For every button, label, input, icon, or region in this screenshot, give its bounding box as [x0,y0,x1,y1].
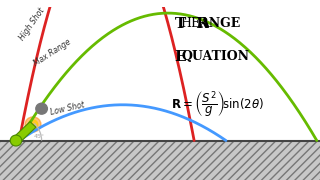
Text: E: E [174,50,186,64]
Text: 45°: 45° [34,134,44,139]
Text: T: T [174,17,186,31]
Text: Low Shot: Low Shot [50,100,86,117]
Circle shape [10,135,22,146]
Circle shape [25,117,41,132]
Circle shape [28,120,38,129]
Text: QUATION: QUATION [181,50,249,63]
Text: R: R [191,17,209,31]
Text: Max Range: Max Range [32,37,73,68]
Bar [0,141,320,180]
Text: $\mathbf{R} = \left(\dfrac{S^2}{g}\right)\!\sin(2\theta)$: $\mathbf{R} = \left(\dfrac{S^2}{g}\right… [171,90,264,120]
Text: High Shot: High Shot [18,7,46,42]
Polygon shape [13,122,36,143]
Text: HE: HE [180,17,200,30]
Bar [0,141,320,180]
Text: ANGE: ANGE [199,17,240,30]
Circle shape [36,103,47,114]
